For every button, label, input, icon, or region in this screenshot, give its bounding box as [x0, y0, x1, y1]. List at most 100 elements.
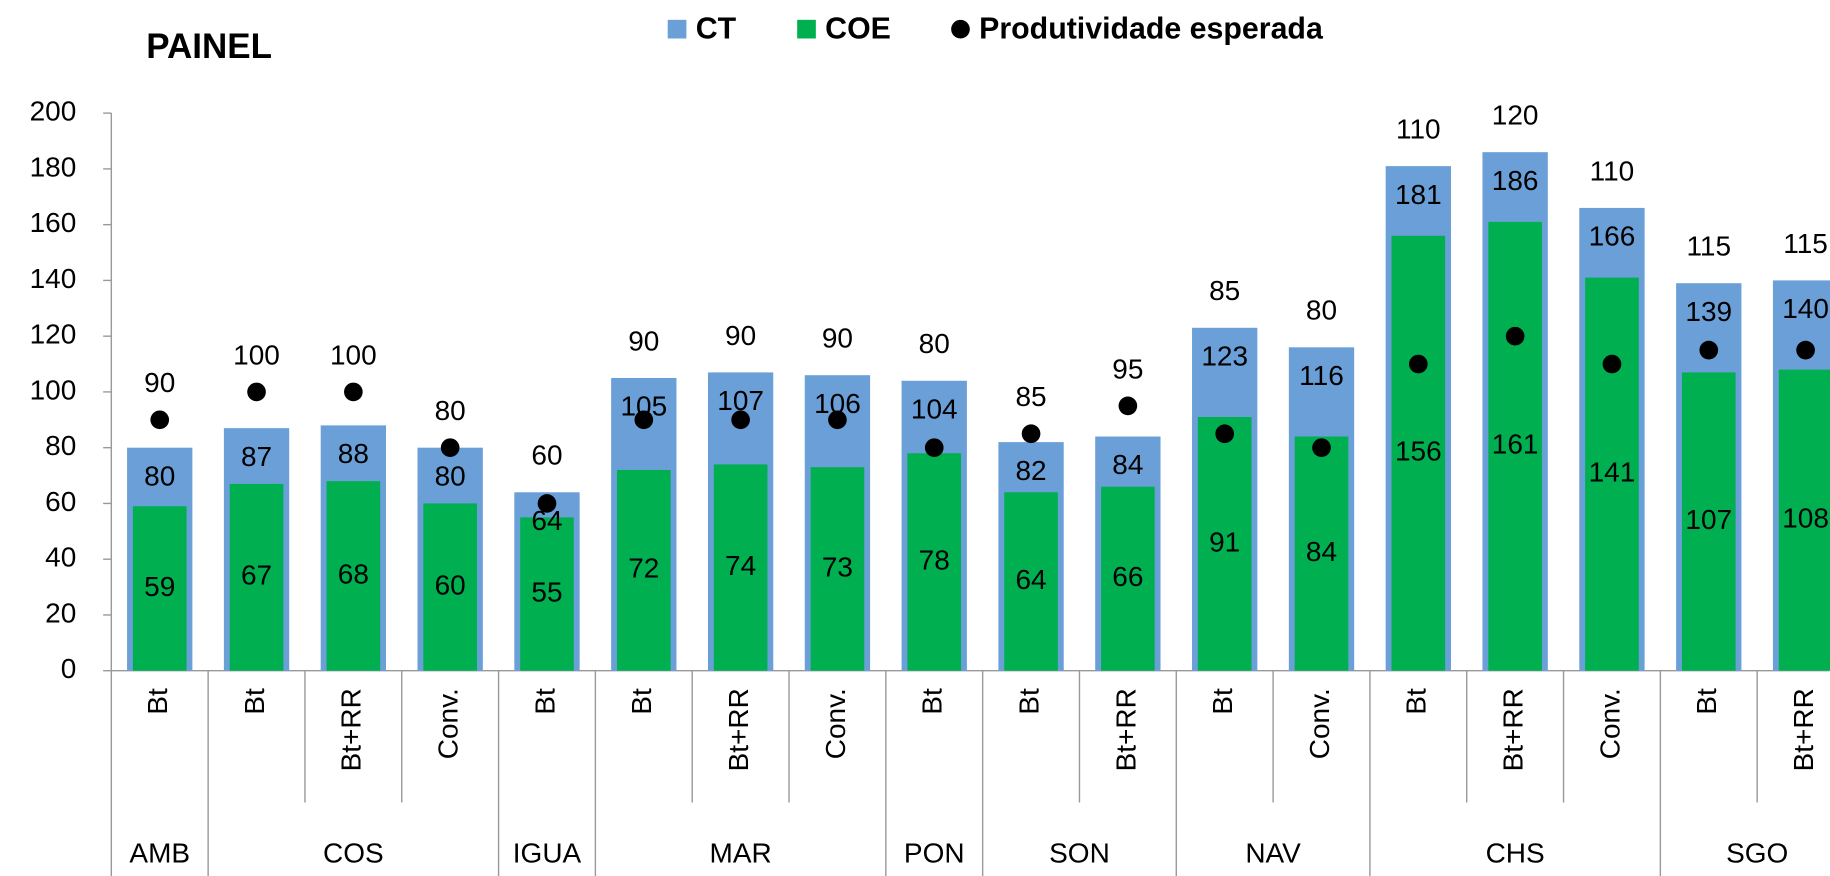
- x-tick-label: Bt: [1401, 688, 1432, 715]
- ct-label: 140: [1782, 293, 1829, 324]
- ct-label: 87: [241, 441, 272, 472]
- x-tick-label: Conv.: [1304, 688, 1335, 759]
- x-tick-label: Bt: [142, 688, 173, 715]
- legend-swatch: [667, 19, 687, 39]
- productivity-dot: [634, 410, 654, 430]
- bar-coe: [423, 503, 477, 671]
- coe-label: 141: [1589, 457, 1636, 488]
- y-tick-label: 100: [30, 374, 77, 405]
- coe-label: 107: [1685, 504, 1732, 535]
- productivity-dot: [1699, 340, 1719, 360]
- coe-label: 55: [531, 576, 562, 607]
- y-tick-label: 0: [61, 653, 77, 684]
- productivity-label: 100: [330, 339, 377, 370]
- bar-coe: [1778, 369, 1830, 671]
- x-tick-label: Bt: [239, 688, 270, 715]
- y-tick-label: 120: [30, 319, 77, 350]
- productivity-label: 80: [919, 328, 950, 359]
- y-tick-label: 80: [45, 430, 76, 461]
- ct-label: 181: [1395, 179, 1442, 210]
- productivity-dot: [1215, 424, 1235, 444]
- group-label: COS: [323, 837, 384, 868]
- productivity-label: 115: [1783, 228, 1828, 259]
- coe-label: 74: [725, 550, 756, 581]
- bar-coe: [1681, 372, 1736, 671]
- productivity-label: 115: [1686, 231, 1731, 262]
- legend-swatch: [797, 19, 816, 39]
- x-tick-label: Conv.: [433, 688, 464, 759]
- ct-label: 88: [338, 438, 369, 469]
- ct-label: 80: [144, 460, 175, 491]
- bar-coe: [1294, 436, 1349, 671]
- productivity-label: 80: [435, 395, 466, 426]
- productivity-label: 85: [1015, 381, 1046, 412]
- bar-coe: [713, 464, 768, 671]
- productivity-dot: [731, 410, 750, 430]
- productivity-dot: [924, 438, 944, 458]
- productivity-dot: [150, 410, 170, 430]
- coe-label: 108: [1782, 503, 1829, 534]
- bar-coe: [810, 467, 865, 671]
- bar-coe: [1197, 417, 1252, 671]
- bar-coe: [1004, 492, 1058, 671]
- group-label: AMB: [129, 837, 190, 868]
- productivity-label: 120: [1492, 100, 1539, 131]
- coe-label: 161: [1492, 429, 1539, 460]
- bar-coe: [229, 483, 284, 671]
- ct-label: 186: [1492, 165, 1539, 196]
- productivity-label: 90: [628, 325, 659, 356]
- x-tick-label: Bt: [529, 688, 560, 715]
- productivity-label: 90: [725, 320, 756, 351]
- legend-swatch: [951, 19, 970, 39]
- bar-coe: [1391, 235, 1446, 671]
- bar-coe: [1488, 221, 1542, 671]
- productivity-label: 90: [822, 323, 853, 354]
- y-tick-label: 20: [45, 597, 76, 628]
- ct-label: 139: [1685, 296, 1732, 327]
- group-label: CHS: [1486, 837, 1545, 868]
- x-tick-label: Bt: [1013, 688, 1044, 715]
- ct-label: 84: [1112, 449, 1143, 480]
- productivity-dot: [1602, 354, 1622, 374]
- coe-label: 67: [241, 560, 272, 591]
- productivity-dot: [440, 438, 460, 458]
- x-tick-label: Bt: [1207, 688, 1238, 715]
- coe-label: 72: [628, 553, 659, 584]
- ct-label: 104: [911, 393, 958, 424]
- x-tick-label: Bt: [626, 688, 657, 715]
- productivity-label: 95: [1112, 353, 1143, 384]
- bar-coe: [907, 453, 962, 671]
- group-label: SON: [1049, 837, 1110, 868]
- group-label: SGO: [1726, 837, 1788, 868]
- y-tick-label: 60: [45, 486, 76, 517]
- x-tick-label: Bt+RR: [1788, 688, 1819, 771]
- productivity-dot: [828, 410, 847, 430]
- ct-label: 116: [1299, 360, 1344, 391]
- productivity-label: 90: [144, 367, 175, 398]
- productivity-dot: [537, 494, 557, 513]
- coe-label: 59: [144, 571, 175, 602]
- group-label: IGUA: [513, 837, 582, 868]
- productivity-label: 85: [1209, 275, 1240, 306]
- group-label: PON: [904, 837, 965, 868]
- coe-label: 66: [1112, 561, 1143, 592]
- group-label: MAR: [710, 837, 772, 868]
- bar-coe: [1585, 277, 1639, 671]
- coe-label: 84: [1306, 536, 1337, 567]
- bar-coe: [326, 481, 381, 671]
- productivity-label: 110: [1590, 155, 1635, 186]
- x-tick-label: Bt+RR: [336, 688, 367, 771]
- productivity-dot: [1505, 326, 1525, 346]
- productivity-label: 80: [1306, 295, 1337, 326]
- productivity-dot: [1312, 438, 1331, 458]
- productivity-dot: [1021, 424, 1041, 444]
- x-tick-label: Bt+RR: [1498, 688, 1529, 771]
- legend-label: Produtividade esperada: [979, 12, 1324, 45]
- x-tick-label: Bt+RR: [1110, 688, 1141, 771]
- ct-label: 80: [435, 460, 466, 491]
- productivity-dot: [344, 382, 363, 402]
- productivity-label: 60: [531, 440, 562, 471]
- coe-label: 68: [338, 558, 369, 589]
- coe-label: 91: [1209, 526, 1240, 557]
